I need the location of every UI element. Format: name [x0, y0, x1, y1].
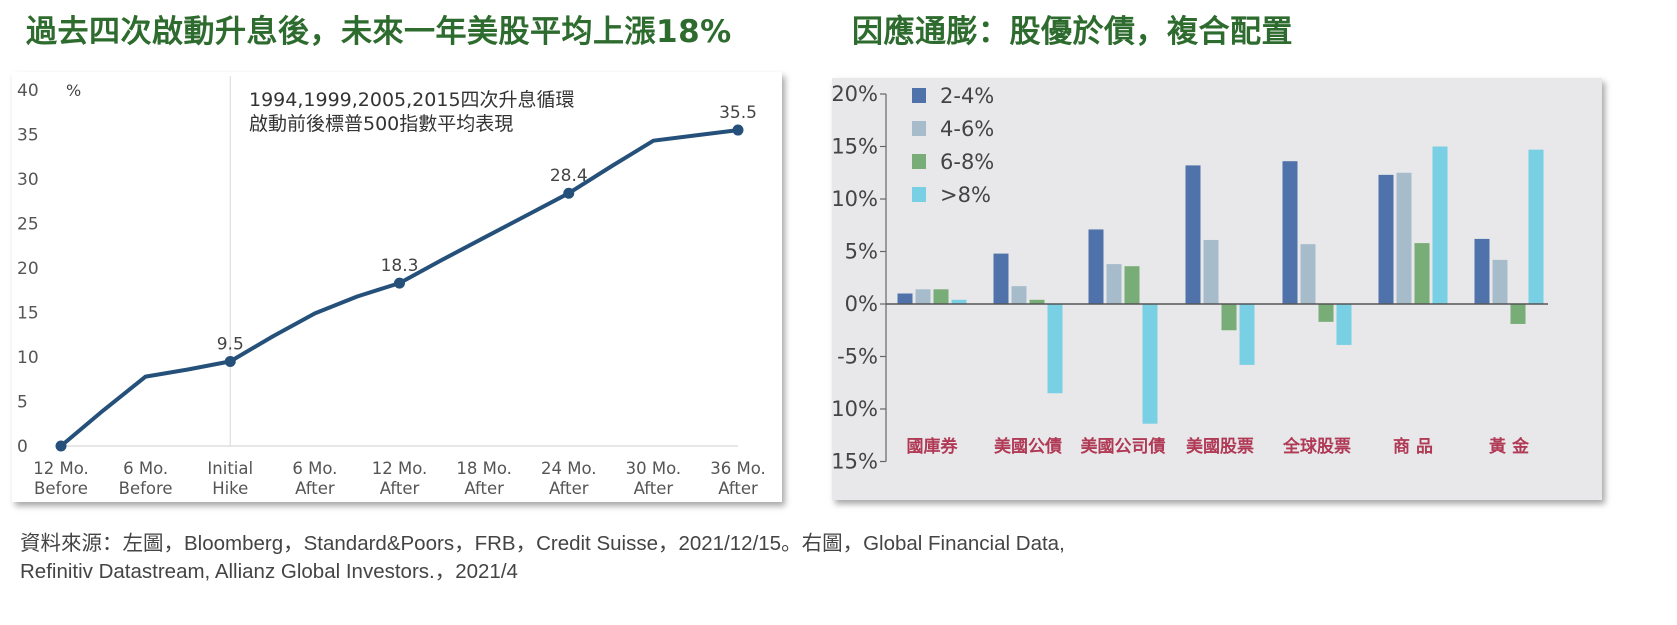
y-tick-label: 20%	[832, 82, 878, 106]
bar	[1124, 266, 1140, 304]
bar	[915, 289, 931, 304]
x-tick-label: After	[380, 479, 420, 498]
bar	[1029, 299, 1045, 304]
bar-chart-panel: 20% 15% 10% 5% 0% -5% -10% -15% 國庫券 美國公債美國公司債美國股票…	[824, 78, 1602, 500]
bar	[933, 289, 949, 304]
x-tick-label: Before	[34, 479, 88, 498]
bar	[1221, 304, 1237, 331]
bar	[951, 299, 967, 304]
chart-annotation: 啟動前後標普500指數平均表現	[249, 113, 513, 135]
data-label: 35.5	[719, 103, 757, 123]
x-tick-label: 36 Mo.	[710, 459, 766, 478]
category-label: 國庫券	[907, 436, 959, 457]
y-tick-label: 35	[17, 126, 39, 146]
x-tick-label: After	[549, 479, 589, 498]
data-point	[732, 124, 744, 136]
legend-swatch	[912, 187, 926, 202]
category-label: 美國公債	[994, 436, 1062, 457]
legend-label: >8%	[940, 183, 991, 207]
x-tick-label: 12 Mo.	[33, 459, 89, 478]
data-point	[394, 277, 405, 289]
x-tick-label: 24 Mo.	[541, 459, 597, 478]
bar	[897, 293, 913, 304]
source-line-2: Refinitiv Datastream, Allianz Global Inv…	[20, 560, 518, 583]
bar	[1185, 165, 1201, 304]
bar	[1336, 304, 1352, 345]
y-tick-label: 20	[17, 259, 39, 279]
data-label: 18.3	[381, 256, 419, 276]
category-label: 美國公司債	[1081, 436, 1166, 457]
bar	[1414, 243, 1430, 304]
bar	[1396, 172, 1412, 304]
data-label: 28.4	[550, 166, 588, 186]
data-point	[224, 355, 236, 367]
chart-annotation: 1994,1999,2005,2015四次升息循環	[249, 89, 575, 111]
x-tick-label: Hike	[212, 479, 248, 498]
bar	[1510, 304, 1526, 324]
bar	[1432, 146, 1448, 304]
legend-swatch	[912, 121, 926, 136]
bar-chart: 20% 15% 10% 5% 0% -5% -10% -15% 國庫券 美國公債美國公司債美國股票…	[824, 82, 1548, 474]
y-tick-label: 10	[17, 348, 39, 368]
bar	[1239, 304, 1255, 365]
x-tick-label: Before	[119, 479, 173, 498]
bar	[1011, 286, 1027, 304]
x-tick-label: After	[718, 479, 758, 498]
bar	[1142, 304, 1158, 424]
x-tick-label: 30 Mo.	[626, 459, 682, 478]
legend-swatch	[912, 154, 926, 169]
data-point	[55, 440, 67, 452]
y-tick-label: -10%	[832, 397, 878, 421]
y-tick-label: 5	[17, 393, 28, 413]
x-tick-label: After	[464, 479, 504, 498]
right-chart-title: 因應通膨：股優於債，複合配置	[852, 14, 1293, 50]
bar	[1492, 259, 1508, 304]
bar	[1378, 174, 1394, 304]
bar	[1047, 304, 1063, 394]
category-label: 商 品	[1393, 436, 1433, 457]
bar	[1282, 161, 1298, 304]
x-tick-label: Initial	[207, 459, 253, 478]
left-chart-title: 過去四次啟動升息後，未來一年美股平均上漲18%	[26, 14, 732, 50]
x-tick-label: 6 Mo.	[292, 459, 337, 478]
bar	[1088, 229, 1104, 304]
bar	[1528, 149, 1544, 304]
source-note: 資料來源：左圖，Bloomberg，Standard&Poors，FRB，Cre…	[20, 530, 1065, 586]
bar	[1318, 304, 1334, 322]
line-chart-panel: 0 5 10 15 20 25 30 35 40% 12 Mo. Before 6 Mo. Before…	[12, 72, 782, 502]
y-tick-label: 30	[17, 170, 39, 190]
category-label: 黃 金	[1488, 436, 1530, 457]
bar	[1203, 239, 1219, 304]
data-point	[563, 187, 575, 199]
legend-label: 2-4%	[940, 84, 994, 108]
legend-label: 4-6%	[940, 117, 994, 141]
y-tick-label: 5%	[845, 240, 878, 264]
x-tick-label: 18 Mo.	[456, 459, 512, 478]
y-tick-label: 0	[17, 437, 28, 457]
category-label: 全球股票	[1282, 436, 1351, 457]
legend-label: 6-8%	[940, 150, 994, 174]
bar	[1474, 238, 1490, 304]
category-label: 美國股票	[1186, 436, 1254, 457]
x-tick-label: After	[295, 479, 335, 498]
source-line-1: 資料來源：左圖，Bloomberg，Standard&Poors，FRB，Cre…	[20, 532, 1065, 555]
y-tick-label: -5%	[837, 345, 878, 369]
legend-swatch	[912, 88, 926, 103]
y-tick-label: 15	[17, 304, 39, 324]
y-tick-label: 15%	[832, 135, 878, 159]
y-tick-label: 25	[17, 215, 39, 235]
x-tick-label: 12 Mo.	[372, 459, 428, 478]
y-axis-unit: %	[66, 81, 81, 100]
y-tick-label: -15%	[832, 450, 878, 474]
y-tick-label: 0%	[845, 292, 878, 316]
y-tick-label: 10%	[832, 187, 878, 211]
x-tick-label: 6 Mo.	[123, 459, 168, 478]
bar	[1106, 264, 1122, 304]
x-tick-label: After	[634, 479, 674, 498]
y-tick-label: 40	[17, 81, 39, 101]
bar	[1300, 244, 1316, 304]
data-label: 9.5	[217, 334, 244, 354]
bar	[993, 253, 1009, 304]
